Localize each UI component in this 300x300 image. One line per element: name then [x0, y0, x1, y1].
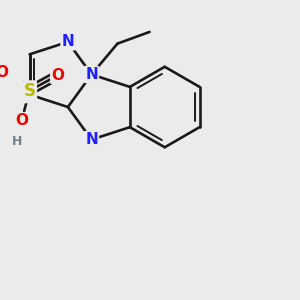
- Text: N: N: [85, 132, 98, 147]
- Text: N: N: [61, 34, 74, 50]
- Text: S: S: [24, 82, 36, 100]
- Text: N: N: [85, 67, 98, 82]
- Text: H: H: [12, 135, 22, 148]
- Text: O: O: [15, 113, 28, 128]
- Text: N: N: [23, 87, 36, 102]
- Text: O: O: [0, 65, 9, 80]
- Text: O: O: [51, 68, 64, 83]
